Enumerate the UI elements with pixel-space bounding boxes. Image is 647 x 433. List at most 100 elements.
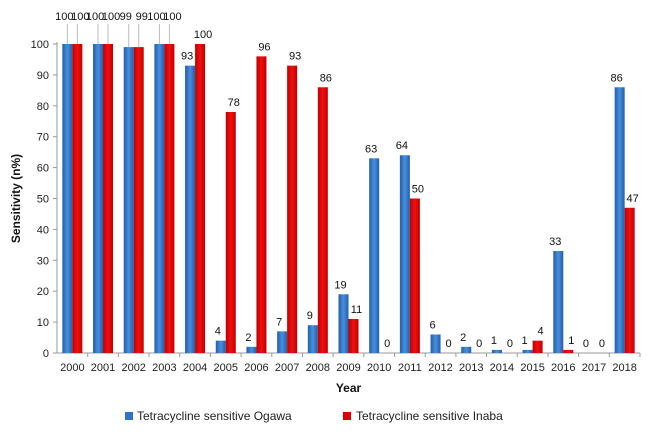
x-tick-label: 2005	[214, 362, 238, 374]
x-tick-label: 2010	[367, 362, 391, 374]
x-tick-label: 2003	[152, 362, 176, 374]
bar-tetracycline-sensitive-ogawa-2012	[430, 334, 441, 353]
bar-tetracycline-sensitive-ogawa-2010	[369, 158, 380, 353]
y-tick-label: 90	[37, 70, 49, 82]
bar-tetracycline-sensitive-inaba-2016	[563, 349, 574, 353]
x-tick-label: 2004	[183, 362, 207, 374]
data-label-tetracycline-sensitive-ogawa-2011: 64	[396, 140, 408, 152]
bar-tetracycline-sensitive-inaba-2015	[532, 340, 543, 353]
data-label-tetracycline-sensitive-inaba-2018: 47	[627, 193, 639, 205]
bar-tetracycline-sensitive-ogawa-2003	[154, 44, 165, 353]
legend-swatch-ogawa	[125, 412, 133, 420]
x-tick-label: 2015	[520, 362, 544, 374]
data-label-tetracycline-sensitive-inaba-2003: 100	[163, 11, 181, 23]
bar-tetracycline-sensitive-ogawa-2008	[307, 325, 318, 353]
data-label-tetracycline-sensitive-inaba-2017: 0	[599, 338, 605, 350]
data-label-tetracycline-sensitive-inaba-2010: 0	[384, 338, 390, 350]
data-label-tetracycline-sensitive-ogawa-2007: 7	[276, 316, 282, 328]
x-tick-label: 2018	[612, 362, 636, 374]
x-tick-label: 2013	[459, 362, 483, 374]
bar-tetracycline-sensitive-ogawa-2014	[491, 349, 502, 353]
bar-tetracycline-sensitive-inaba-2011	[409, 198, 420, 353]
data-label-tetracycline-sensitive-ogawa-2010: 63	[365, 143, 377, 155]
bar-tetracycline-sensitive-ogawa-2005	[215, 340, 226, 353]
data-label-tetracycline-sensitive-inaba-2004: 100	[194, 29, 212, 41]
data-label-tetracycline-sensitive-ogawa-2012: 6	[429, 319, 435, 331]
x-tick-label: 2012	[428, 362, 452, 374]
bar-tetracycline-sensitive-inaba-2001	[103, 44, 114, 353]
bar-tetracycline-sensitive-ogawa-2015	[522, 349, 533, 353]
data-label-tetracycline-sensitive-inaba-2014: 0	[507, 338, 513, 350]
bar-tetracycline-sensitive-inaba-2007	[287, 65, 298, 353]
data-label-tetracycline-sensitive-ogawa-2018: 86	[611, 72, 623, 84]
x-tick-label: 2007	[275, 362, 299, 374]
bar-tetracycline-sensitive-ogawa-2000	[62, 44, 73, 353]
bar-tetracycline-sensitive-ogawa-2002	[123, 47, 134, 354]
x-tick-label: 2002	[121, 362, 145, 374]
bars	[62, 44, 635, 354]
bar-tetracycline-sensitive-ogawa-2006	[246, 346, 257, 353]
data-label-tetracycline-sensitive-inaba-2008: 86	[320, 72, 332, 84]
data-label-tetracycline-sensitive-ogawa-2009: 19	[334, 279, 346, 291]
y-tick-label: 80	[37, 101, 49, 113]
bar-tetracycline-sensitive-ogawa-2007	[277, 331, 288, 353]
data-label-tetracycline-sensitive-inaba-2002: 99	[136, 11, 148, 23]
data-label-tetracycline-sensitive-ogawa-2015: 1	[522, 335, 528, 347]
bar-tetracycline-sensitive-inaba-2004	[195, 44, 206, 353]
bar-tetracycline-sensitive-inaba-2006	[256, 56, 267, 354]
data-label-tetracycline-sensitive-ogawa-2004: 93	[181, 51, 193, 63]
y-tick-label: 70	[37, 132, 49, 144]
y-tick-label: 20	[37, 286, 49, 298]
data-label-tetracycline-sensitive-ogawa-2008: 9	[307, 310, 313, 322]
bar-tetracycline-sensitive-ogawa-2009	[338, 294, 349, 353]
x-tick-label: 2001	[91, 362, 115, 374]
data-label-tetracycline-sensitive-inaba-2016: 1	[568, 335, 574, 347]
y-tick-label: 60	[37, 163, 49, 175]
data-label-tetracycline-sensitive-ogawa-2002: 99	[120, 11, 132, 23]
y-axis-title: Sensitivity (n%)	[9, 154, 23, 243]
data-label-tetracycline-sensitive-ogawa-2001: 100	[86, 11, 104, 23]
bar-tetracycline-sensitive-ogawa-2013	[461, 346, 472, 353]
data-label-tetracycline-sensitive-inaba-2006: 96	[258, 41, 270, 53]
y-tick-label: 10	[37, 317, 49, 329]
x-tick-label: 2000	[60, 362, 84, 374]
data-label-tetracycline-sensitive-ogawa-2017: 0	[583, 338, 589, 350]
data-label-tetracycline-sensitive-inaba-2007: 93	[289, 51, 301, 63]
bar-tetracycline-sensitive-inaba-2008	[317, 87, 328, 353]
data-label-tetracycline-sensitive-ogawa-2016: 33	[549, 236, 561, 248]
data-label-tetracycline-sensitive-ogawa-2005: 4	[215, 326, 221, 338]
data-label-tetracycline-sensitive-inaba-2000: 100	[71, 11, 89, 23]
x-tick-label: 2009	[336, 362, 360, 374]
y-tick-label: 100	[31, 39, 49, 51]
bar-tetracycline-sensitive-inaba-2003	[164, 44, 175, 353]
x-axis-title: Year	[336, 381, 362, 395]
bar-tetracycline-sensitive-inaba-2000	[72, 44, 83, 353]
x-tick-label: 2016	[551, 362, 575, 374]
x-tick-label: 2017	[582, 362, 606, 374]
x-tick-label: 2011	[398, 362, 422, 374]
legend-label-inaba: Tetracycline sensitive Inaba	[356, 409, 503, 423]
y-tick-label: 40	[37, 224, 49, 236]
data-label-tetracycline-sensitive-inaba-2013: 0	[476, 338, 482, 350]
bar-tetracycline-sensitive-ogawa-2018	[614, 87, 625, 353]
data-label-tetracycline-sensitive-inaba-2001: 100	[102, 11, 120, 23]
data-label-tetracycline-sensitive-ogawa-2006: 2	[245, 332, 251, 344]
data-label-tetracycline-sensitive-inaba-2015: 4	[538, 326, 544, 338]
data-label-tetracycline-sensitive-inaba-2005: 78	[228, 97, 240, 109]
legend: Tetracycline sensitive Ogawa Tetracyclin…	[125, 409, 503, 423]
legend-label-ogawa: Tetracycline sensitive Ogawa	[137, 409, 292, 423]
bar-tetracycline-sensitive-inaba-2005	[225, 111, 236, 353]
data-label-tetracycline-sensitive-ogawa-2000: 100	[55, 11, 73, 23]
x-tick-label: 2008	[306, 362, 330, 374]
bar-tetracycline-sensitive-ogawa-2001	[93, 44, 104, 353]
legend-swatch-inaba	[343, 412, 351, 420]
data-label-tetracycline-sensitive-ogawa-2003: 100	[147, 11, 165, 23]
x-tick-label: 2006	[244, 362, 268, 374]
bar-tetracycline-sensitive-inaba-2009	[348, 319, 359, 353]
y-tick-label: 30	[37, 255, 49, 267]
data-label-tetracycline-sensitive-inaba-2012: 0	[445, 338, 451, 350]
data-label-tetracycline-sensitive-ogawa-2014: 1	[491, 335, 497, 347]
